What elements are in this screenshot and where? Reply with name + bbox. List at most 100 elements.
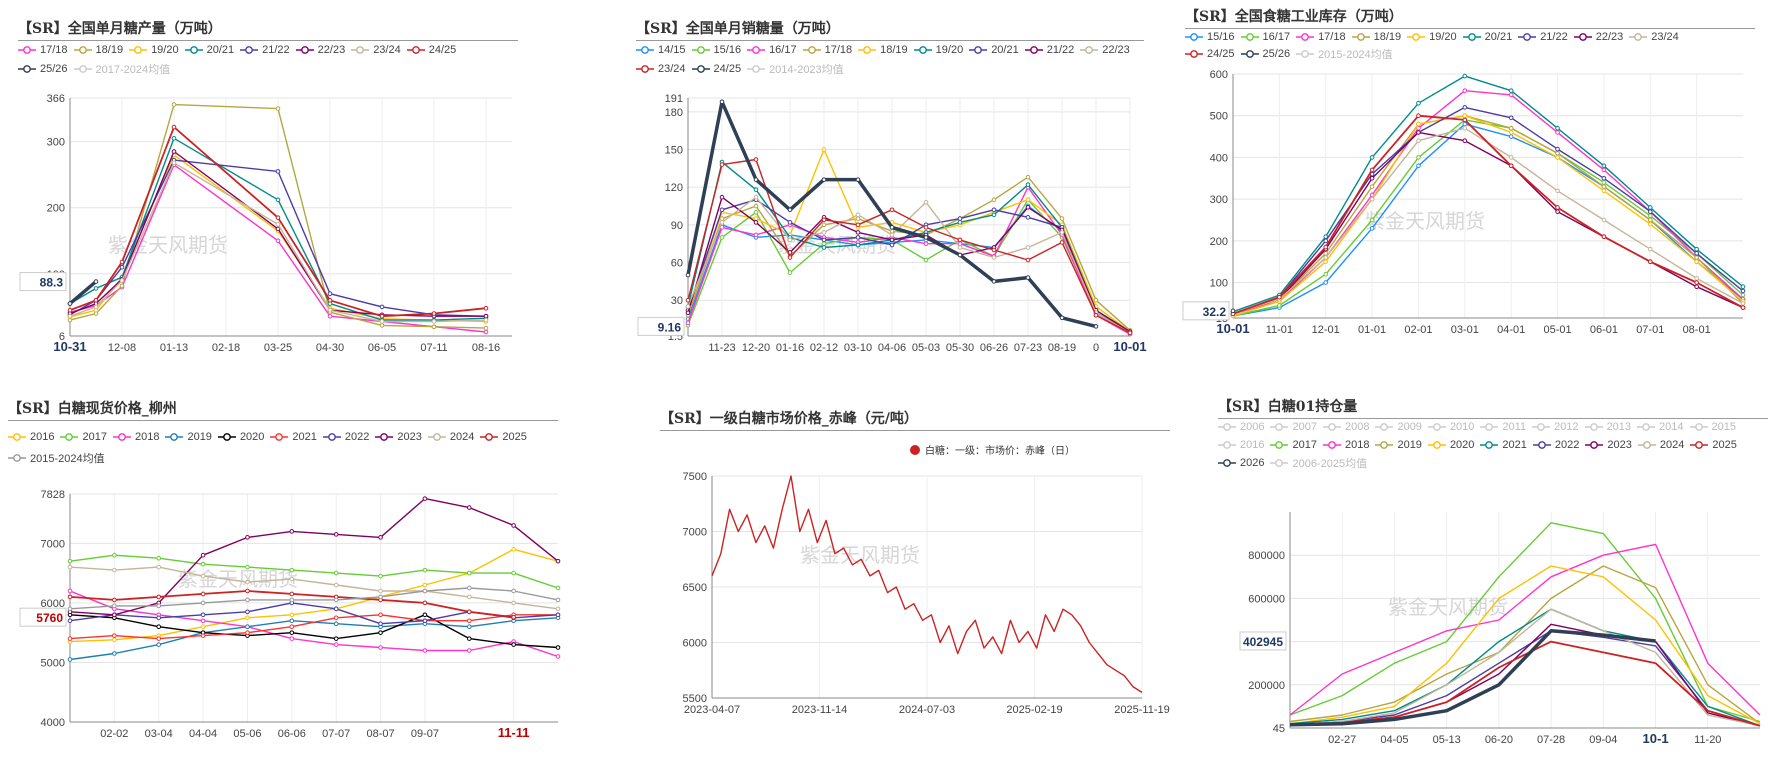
series-point xyxy=(112,633,117,638)
legend-marker-icon xyxy=(1218,423,1236,431)
series-point xyxy=(1555,125,1560,131)
series-point xyxy=(378,573,383,579)
legend-item[interactable]: 2024 xyxy=(427,426,474,447)
legend-item[interactable]: 21/22 xyxy=(1024,40,1074,59)
x-tick-label: 05-13 xyxy=(1433,734,1461,746)
series-point xyxy=(991,279,997,284)
legend-dot-icon xyxy=(910,444,920,455)
series-point xyxy=(1508,125,1514,131)
x-tick-label: 02-12 xyxy=(810,342,838,354)
legend-item[interactable]: 2024 xyxy=(1637,436,1684,454)
legend-label: 19/20 xyxy=(1429,30,1457,43)
series-point xyxy=(1323,251,1329,256)
series-point xyxy=(1555,146,1560,152)
legend-item[interactable]: 2020 xyxy=(217,426,264,447)
legend-item[interactable]: 24/25 xyxy=(691,59,741,78)
legend-item[interactable]: 19/20 xyxy=(913,40,963,59)
legend-item[interactable]: 17/18 xyxy=(1296,28,1346,45)
legend-item[interactable]: 20/21 xyxy=(969,40,1019,59)
legend-item[interactable]: 25/26 xyxy=(18,59,68,78)
series-line xyxy=(1289,608,1761,727)
legend-item[interactable]: 18/19 xyxy=(858,40,908,59)
legend-item[interactable]: 2022 xyxy=(1532,436,1579,454)
legend-item[interactable]: 2017-2024均值 xyxy=(73,59,170,78)
legend-item[interactable]: 2014-2023均值 xyxy=(747,59,844,78)
legend-item[interactable]: 2016 xyxy=(1218,436,1264,454)
legend-item[interactable]: 2006 xyxy=(1218,418,1264,436)
legend-item[interactable]: 2021 xyxy=(270,426,317,447)
legend-item[interactable]: 17/18 xyxy=(802,40,852,59)
legend-item[interactable]: 14/15 xyxy=(636,40,686,59)
legend-marker-icon xyxy=(270,432,289,441)
legend-item[interactable]: 2018 xyxy=(1322,436,1369,454)
series-point xyxy=(511,523,516,528)
legend-item[interactable]: 2023 xyxy=(1585,436,1632,454)
series-line xyxy=(69,548,559,643)
legend-item[interactable]: 15/16 xyxy=(691,40,741,59)
legend-item[interactable]: 2006-2025均值 xyxy=(1270,454,1367,472)
legend-marker-icon xyxy=(1270,459,1289,467)
legend-item[interactable]: 22/23 xyxy=(1573,28,1623,45)
legend-item[interactable]: 20/21 xyxy=(184,40,234,59)
legend-item[interactable]: 2014 xyxy=(1637,418,1684,436)
series-point xyxy=(289,630,295,635)
legend-item[interactable]: 23/24 xyxy=(1629,28,1679,45)
series-point xyxy=(991,255,997,260)
legend-item[interactable]: 20/21 xyxy=(1462,28,1512,45)
legend-item[interactable]: 22/23 xyxy=(295,40,345,59)
series-point xyxy=(378,588,383,594)
legend-item[interactable]: 2015 xyxy=(1689,418,1736,436)
legend-item[interactable]: 17/18 xyxy=(18,40,68,59)
legend-item[interactable]: 2017 xyxy=(1270,436,1317,454)
legend-item[interactable]: 22/23 xyxy=(1080,40,1130,59)
legend-item[interactable]: 2015-2024均值 xyxy=(1296,45,1393,62)
legend-item[interactable]: 2022 xyxy=(322,426,369,447)
legend-item[interactable]: 白糖：一级：市场价：赤峰（日） xyxy=(910,442,1075,457)
legend-item[interactable]: 2019 xyxy=(1375,436,1422,454)
y-tick-label: 120 xyxy=(665,182,683,194)
legend-item[interactable]: 2018 xyxy=(112,426,159,447)
legend-item[interactable]: 21/22 xyxy=(1518,28,1568,45)
legend-item[interactable]: 21/22 xyxy=(240,40,290,59)
series-point xyxy=(156,636,162,641)
legend-item[interactable]: 2017 xyxy=(60,426,107,447)
series-point xyxy=(67,307,73,313)
series-point xyxy=(753,209,759,215)
legend-item[interactable]: 2025 xyxy=(1690,436,1737,454)
legend-marker-icon xyxy=(1240,32,1259,41)
legend-item[interactable]: 2009 xyxy=(1375,418,1422,436)
legend-item[interactable]: 2016 xyxy=(8,426,54,447)
legend-item[interactable]: 15/16 xyxy=(1185,28,1235,45)
legend-item[interactable]: 23/24 xyxy=(351,40,401,59)
x-tick-label: 03-04 xyxy=(145,728,173,740)
legend-item[interactable]: 2008 xyxy=(1322,418,1369,436)
legend-item[interactable]: 2015-2024均值 xyxy=(8,447,105,468)
series-point xyxy=(422,648,428,653)
legend-item[interactable]: 18/19 xyxy=(73,40,123,59)
series-point xyxy=(171,149,177,154)
legend-item[interactable]: 19/20 xyxy=(129,40,179,59)
legend-item[interactable]: 2007 xyxy=(1270,418,1317,436)
legend-item[interactable]: 2021 xyxy=(1480,436,1527,454)
legend-item[interactable]: 2026 xyxy=(1218,454,1264,472)
legend-item[interactable]: 24/25 xyxy=(1185,45,1235,62)
legend-item[interactable]: 2012 xyxy=(1532,418,1579,436)
legend-item[interactable]: 19/20 xyxy=(1407,28,1457,45)
chart-legend: 14/15 15/16 16/17 17/18 18/19 19/20 20/21 21/22… xyxy=(636,40,1141,78)
legend-item[interactable]: 16/17 xyxy=(747,40,797,59)
legend-item[interactable]: 18/19 xyxy=(1351,28,1401,45)
legend-item[interactable]: 2020 xyxy=(1427,436,1474,454)
series-point xyxy=(753,187,759,192)
legend-item[interactable]: 2023 xyxy=(375,426,422,447)
legend-item[interactable]: 2019 xyxy=(165,426,212,447)
legend-item[interactable]: 2013 xyxy=(1584,418,1631,436)
legend-item[interactable]: 2025 xyxy=(480,426,527,447)
legend-item[interactable]: 23/24 xyxy=(636,59,686,78)
legend-item[interactable]: 2011 xyxy=(1480,418,1526,436)
x-tick-label: 2023-04-07 xyxy=(684,704,740,716)
x-tick-label: 03-10 xyxy=(844,342,872,354)
legend-item[interactable]: 16/17 xyxy=(1240,28,1290,45)
legend-item[interactable]: 25/26 xyxy=(1240,45,1290,62)
legend-item[interactable]: 24/25 xyxy=(406,40,456,59)
legend-item[interactable]: 2010 xyxy=(1427,418,1474,436)
